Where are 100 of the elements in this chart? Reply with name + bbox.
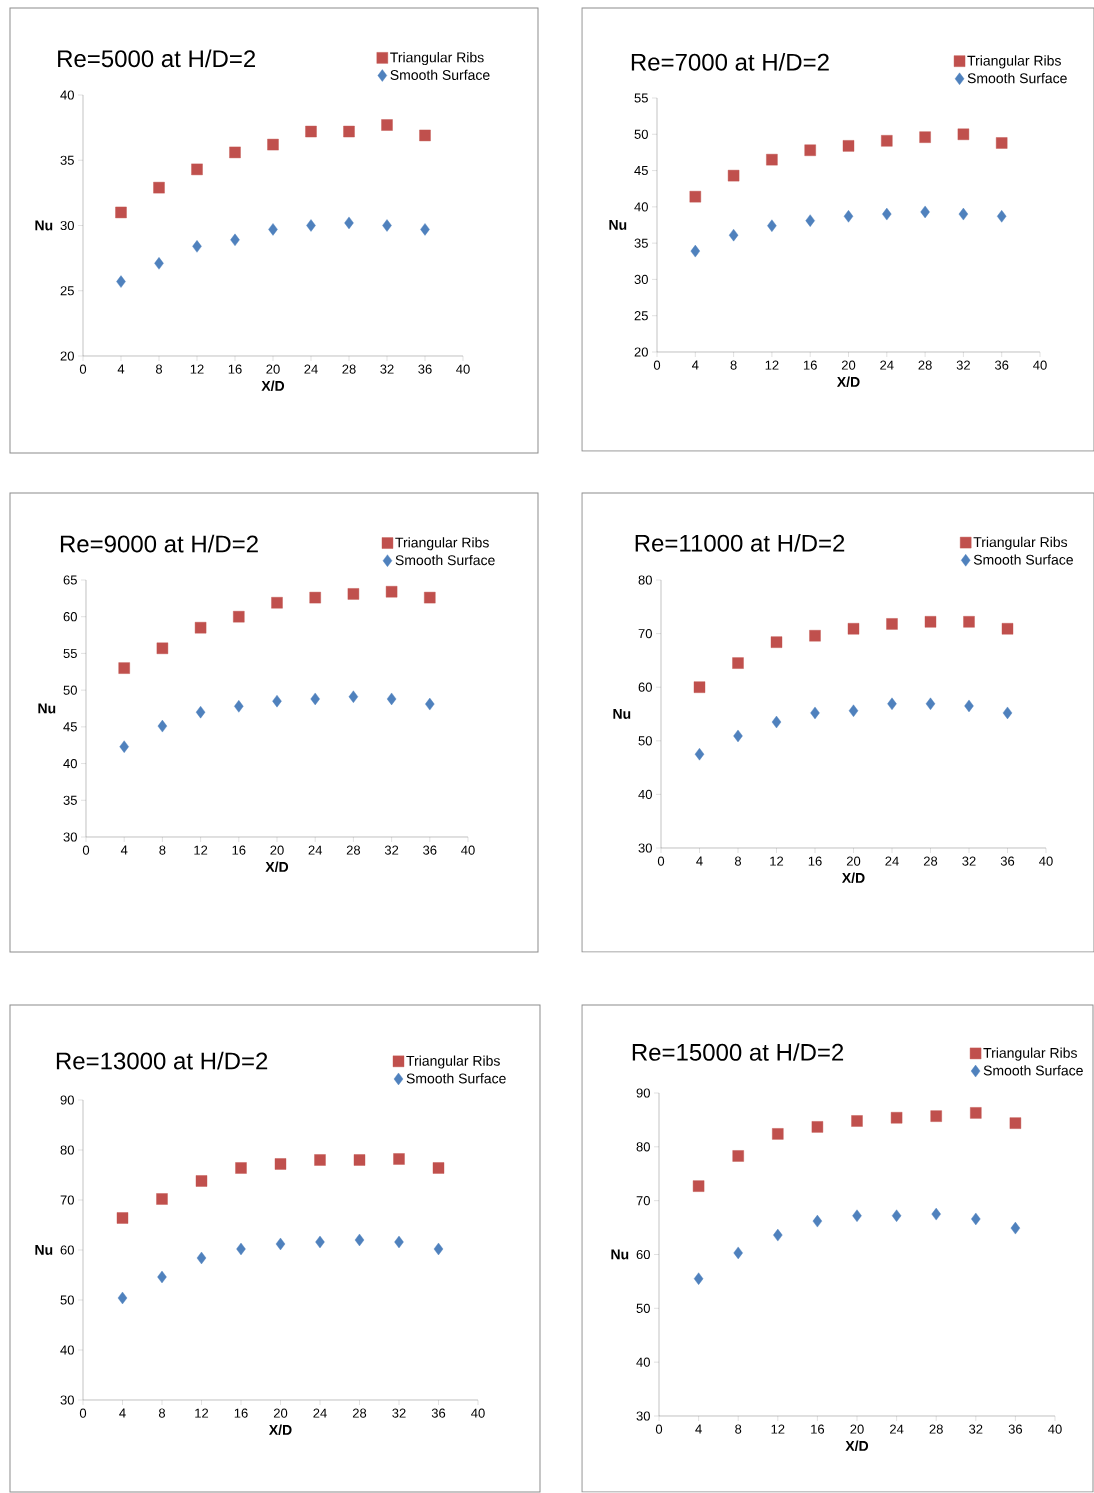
- point: [886, 618, 898, 630]
- point: [235, 1162, 247, 1174]
- y-tick-label: 60: [63, 612, 77, 622]
- x-axis-title: X/D: [268, 1424, 292, 1436]
- point: [424, 591, 436, 604]
- point: [771, 715, 782, 729]
- legend-label: Triangular Ribs: [395, 537, 489, 551]
- point: [354, 1233, 365, 1247]
- point: [343, 125, 355, 138]
- point: [733, 1246, 743, 1260]
- point: [267, 138, 279, 151]
- y-tick-label: 30: [634, 274, 648, 285]
- y-tick-label: 90: [636, 1088, 650, 1098]
- point: [732, 1150, 744, 1162]
- x-tick-label: 40: [456, 364, 470, 374]
- y-tick-label: 60: [636, 1249, 650, 1260]
- x-tick-label: 24: [890, 1424, 904, 1434]
- y-tick-label: 55: [63, 648, 77, 658]
- point: [353, 1154, 366, 1166]
- legend-label: Smooth Surface: [395, 554, 495, 566]
- point: [116, 1212, 129, 1224]
- point: [196, 1251, 207, 1265]
- point: [970, 1107, 982, 1119]
- point: [727, 169, 740, 182]
- point: [848, 704, 859, 717]
- x-tick-label: 16: [811, 1424, 825, 1434]
- point: [306, 219, 316, 232]
- point: [1001, 623, 1014, 635]
- y-tick-label: 45: [63, 722, 77, 732]
- point: [809, 630, 821, 642]
- x-tick-label: 16: [808, 856, 822, 866]
- y-tick-label: 40: [60, 1345, 74, 1355]
- point: [274, 1158, 287, 1170]
- point: [891, 1209, 902, 1222]
- point: [195, 705, 206, 719]
- legend-label: Smooth Surface: [983, 1065, 1083, 1076]
- point: [234, 700, 244, 713]
- x-tick-label: 24: [313, 1408, 327, 1418]
- x-tick-label: 28: [342, 364, 356, 374]
- point: [156, 642, 169, 654]
- point: [236, 1242, 246, 1256]
- x-tick-label: 12: [770, 856, 784, 866]
- x-tick-label: 28: [918, 360, 932, 370]
- point: [887, 697, 897, 711]
- point: [924, 616, 937, 628]
- point: [1009, 1117, 1022, 1129]
- point: [882, 207, 892, 221]
- point: [963, 616, 975, 628]
- point: [689, 190, 701, 203]
- point: [194, 622, 207, 634]
- y-tick-label: 20: [60, 351, 74, 361]
- x-tick-label: 8: [735, 1424, 742, 1434]
- x-tick-label: 20: [841, 360, 856, 370]
- point: [766, 153, 778, 166]
- x-tick-label: 20: [846, 856, 861, 866]
- x-tick-label: 28: [352, 1408, 367, 1418]
- point: [386, 692, 397, 706]
- y-tick-label: 40: [636, 1357, 650, 1367]
- x-tick-label: 40: [1039, 856, 1053, 866]
- point: [309, 591, 321, 604]
- point: [958, 207, 969, 221]
- y-tick-label: 65: [63, 575, 77, 585]
- x-tick-label: 4: [695, 1424, 702, 1434]
- point: [153, 181, 165, 194]
- point: [881, 135, 893, 147]
- y-tick-label: 50: [634, 129, 648, 139]
- y-tick-label: 35: [60, 155, 74, 165]
- x-tick-label: 32: [969, 1424, 983, 1434]
- y-tick-label: 25: [634, 311, 648, 321]
- point: [305, 125, 317, 138]
- x-tick-label: 36: [431, 1408, 446, 1418]
- point: [117, 1291, 128, 1305]
- point: [847, 623, 860, 635]
- point: [890, 1112, 903, 1124]
- x-tick-label: 0: [655, 1424, 663, 1434]
- point: [268, 223, 278, 236]
- point: [230, 233, 240, 247]
- x-axis-title: X/D: [265, 861, 289, 873]
- x-tick-label: 36: [1008, 1424, 1023, 1434]
- y-tick-label: 90: [60, 1095, 74, 1105]
- point: [419, 129, 431, 142]
- point: [919, 131, 931, 143]
- point: [843, 210, 854, 223]
- y-tick-label: 30: [636, 1411, 650, 1421]
- x-tick-label: 4: [691, 360, 699, 370]
- legend-label: Triangular Ribs: [973, 536, 1068, 550]
- x-tick-label: 32: [392, 1408, 406, 1418]
- y-axis-title: Nu: [613, 709, 631, 719]
- legend-label: Triangular Ribs: [390, 52, 484, 66]
- x-tick-label: 0: [79, 1408, 87, 1418]
- x-tick-label: 32: [962, 856, 976, 866]
- point: [694, 747, 705, 761]
- point: [275, 1237, 286, 1251]
- y-tick-label: 60: [60, 1245, 74, 1255]
- y-axis-title: Nu: [611, 1249, 629, 1260]
- x-tick-label: 12: [190, 364, 204, 374]
- point: [116, 275, 126, 288]
- point: [773, 1228, 783, 1242]
- x-tick-label: 36: [418, 364, 432, 374]
- y-axis-title: Nu: [35, 1245, 53, 1255]
